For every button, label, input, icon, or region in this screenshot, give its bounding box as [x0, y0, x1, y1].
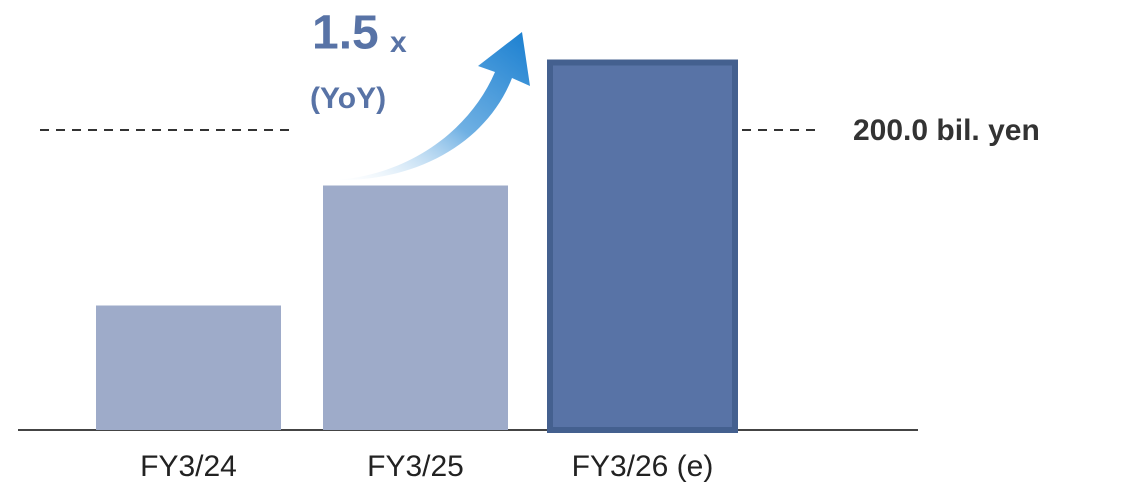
x-tick-label: FY3/24	[140, 450, 237, 483]
bar	[323, 185, 508, 430]
bar	[96, 305, 281, 430]
x-tick-label: FY3/26 (e)	[572, 450, 714, 483]
annotation-unit: x	[390, 26, 407, 59]
annotation-note: (YoY)	[310, 82, 386, 115]
annotation-multiplier: 1.5	[312, 7, 379, 60]
growth-arrow	[335, 32, 530, 181]
x-tick-label: FY3/25	[367, 450, 464, 483]
reference-label: 200.0 bil. yen	[853, 114, 1040, 147]
bar	[547, 59, 738, 433]
